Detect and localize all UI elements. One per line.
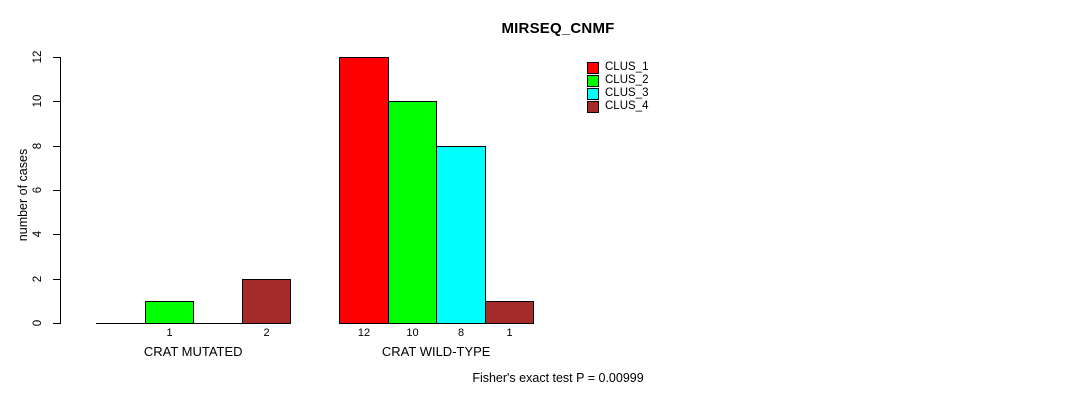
y-tick-label: 8 bbox=[32, 142, 44, 150]
y-tick bbox=[53, 190, 60, 191]
y-tick-label: 6 bbox=[32, 186, 44, 194]
bar-clus_2 bbox=[145, 301, 194, 324]
y-tick bbox=[53, 57, 60, 58]
legend-item-clus_1: CLUS_1 bbox=[587, 61, 648, 74]
legend-swatch-icon bbox=[587, 87, 599, 100]
y-tick bbox=[53, 146, 60, 147]
y-tick-label: 0 bbox=[32, 319, 44, 327]
bar-value-label: 8 bbox=[457, 327, 465, 339]
legend-label: CLUS_3 bbox=[605, 87, 649, 99]
legend-swatch-icon bbox=[587, 61, 599, 74]
y-tick bbox=[53, 234, 60, 235]
legend-item-clus_4: CLUS_4 bbox=[587, 100, 648, 113]
chart-title: MIRSEQ_CNMF bbox=[501, 20, 615, 37]
legend-item-clus_3: CLUS_3 bbox=[587, 87, 648, 100]
bar-clus_4 bbox=[485, 301, 534, 324]
y-axis-line bbox=[60, 57, 61, 324]
bar-clus_3 bbox=[436, 146, 486, 324]
y-tick-label: 10 bbox=[32, 94, 44, 108]
y-tick-label: 2 bbox=[32, 275, 44, 283]
y-tick bbox=[53, 101, 60, 102]
bar-clus_1 bbox=[339, 57, 389, 324]
legend: CLUS_1 CLUS_2 CLUS_3 CLUS_4 bbox=[587, 61, 648, 113]
y-tick-label: 12 bbox=[32, 50, 44, 64]
legend-label: CLUS_2 bbox=[605, 74, 649, 86]
legend-swatch-icon bbox=[587, 100, 599, 113]
x-category-label: CRAT MUTATED bbox=[143, 344, 243, 359]
legend-swatch-icon bbox=[587, 74, 599, 87]
y-tick bbox=[53, 279, 60, 280]
bar-clus_4 bbox=[242, 279, 291, 324]
bar-value-label: 1 bbox=[506, 327, 513, 339]
y-tick-label: 4 bbox=[32, 230, 44, 238]
bar-value-label: 10 bbox=[406, 327, 419, 339]
bar-value-label: 1 bbox=[166, 327, 173, 339]
bar-value-label: 12 bbox=[357, 327, 371, 339]
y-tick bbox=[53, 323, 60, 324]
bar-value-label: 2 bbox=[263, 327, 270, 339]
legend-item-clus_2: CLUS_2 bbox=[587, 74, 648, 87]
bar-clus_2 bbox=[388, 101, 437, 324]
x-category-label: CRAT WILD-TYPE bbox=[381, 344, 491, 359]
legend-label: CLUS_4 bbox=[605, 100, 649, 112]
legend-label: CLUS_1 bbox=[605, 61, 649, 73]
fisher-test-footnote: Fisher's exact test P = 0.00999 bbox=[472, 371, 644, 385]
